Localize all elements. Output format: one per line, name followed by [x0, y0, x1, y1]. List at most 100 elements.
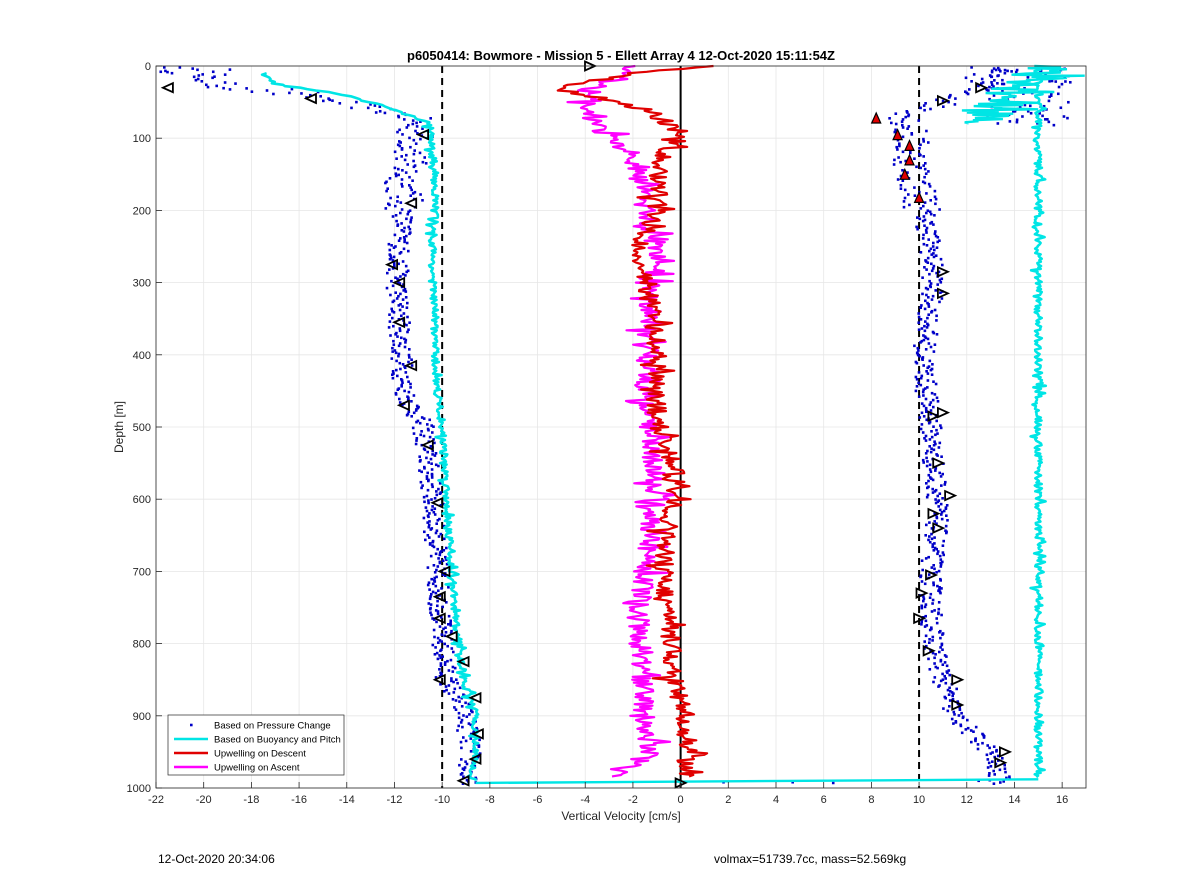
pressure-change-point	[1003, 71, 1007, 75]
pressure-change-point	[457, 695, 460, 699]
upwelling-marker	[913, 190, 925, 203]
pressure-change-point	[964, 90, 967, 93]
pressure-change-point	[969, 729, 973, 732]
pressure-change-point	[410, 358, 413, 361]
pressure-change-point	[170, 71, 174, 75]
pressure-change-point	[443, 524, 446, 528]
pressure-change-point	[414, 129, 417, 133]
pressure-change-point	[922, 595, 925, 598]
pressure-change-point	[930, 430, 933, 433]
pressure-change-point	[397, 115, 401, 119]
descent-triangle-marker	[468, 691, 482, 704]
pressure-change-point	[921, 358, 924, 361]
pressure-change-point	[390, 307, 393, 311]
pressure-change-point	[392, 339, 395, 343]
pressure-change-point	[458, 763, 461, 767]
pressure-change-point	[408, 227, 412, 231]
pressure-change-point	[947, 669, 951, 672]
pressure-change-point	[436, 612, 440, 616]
pressure-change-point	[395, 359, 398, 363]
upwelling-marker	[904, 138, 915, 151]
pressure-change-point	[906, 127, 909, 130]
pressure-change-point	[419, 433, 422, 437]
pressure-change-point	[925, 410, 928, 413]
pressure-change-point	[926, 449, 929, 453]
pressure-change-point	[452, 680, 455, 684]
pressure-change-point	[935, 516, 939, 520]
pressure-change-point	[402, 230, 406, 233]
pressure-change-point	[929, 401, 933, 404]
pressure-change-point	[952, 722, 955, 725]
pressure-change-point	[391, 267, 395, 270]
pressure-change-point	[404, 338, 408, 342]
pressure-change-point	[430, 577, 433, 581]
pressure-change-point	[933, 676, 937, 679]
pressure-change-point	[1047, 99, 1051, 103]
pressure-change-point	[928, 540, 932, 544]
pressure-change-point	[409, 194, 412, 197]
pressure-change-point	[939, 679, 943, 683]
pressure-change-point	[940, 277, 944, 281]
pressure-change-point	[391, 373, 394, 376]
pressure-change-point	[1021, 115, 1024, 118]
pressure-change-point	[954, 721, 958, 724]
pressure-change-point	[960, 711, 963, 715]
pressure-change-point	[469, 723, 473, 727]
pressure-change-point	[937, 589, 940, 592]
pressure-change-point	[906, 171, 909, 174]
pressure-change-point	[943, 674, 946, 678]
pressure-change-point	[1015, 118, 1019, 122]
pressure-change-point	[990, 75, 993, 79]
pressure-change-point	[927, 170, 930, 173]
pressure-change-point	[398, 140, 401, 143]
pressure-change-point	[928, 521, 931, 524]
pressure-change-point	[917, 381, 920, 385]
pressure-change-point	[396, 143, 400, 147]
pressure-change-point	[923, 307, 927, 311]
pressure-change-point	[449, 624, 453, 627]
pressure-change-point	[1057, 85, 1061, 89]
pressure-change-point	[964, 76, 968, 80]
descent-triangle-marker	[392, 316, 406, 329]
pressure-change-point	[940, 297, 944, 300]
pressure-change-point	[929, 592, 933, 596]
pressure-change-point	[410, 216, 413, 219]
pressure-change-point	[438, 668, 441, 671]
pressure-change-point	[935, 428, 938, 432]
pressure-change-point	[392, 324, 395, 328]
pressure-change-point	[987, 774, 991, 777]
pressure-change-point	[438, 492, 442, 495]
x-tick-label: -6	[533, 794, 543, 806]
x-tick-label: -12	[387, 794, 403, 806]
pressure-change-point	[938, 631, 941, 634]
pressure-change-point	[941, 263, 944, 267]
pressure-change-point	[397, 239, 401, 242]
pressure-change-point	[439, 662, 443, 665]
pressure-change-point	[435, 620, 438, 624]
pressure-change-point	[909, 151, 912, 155]
pressure-change-point	[430, 476, 434, 479]
pressure-change-point	[428, 607, 432, 611]
pressure-change-point	[941, 99, 945, 103]
pressure-change-point	[929, 368, 933, 372]
pressure-change-point	[1042, 104, 1046, 108]
pressure-change-point	[991, 751, 994, 754]
pressure-change-point	[1013, 110, 1017, 113]
pressure-change-point	[391, 309, 394, 313]
pressure-change-point	[412, 152, 416, 156]
ascent-triangle-marker	[915, 587, 929, 599]
pressure-change-point	[427, 515, 430, 519]
pressure-change-point	[366, 106, 370, 110]
pressure-change-point	[407, 380, 410, 383]
pressure-change-point	[980, 82, 983, 85]
pressure-change-point	[436, 547, 439, 551]
pressure-change-point	[922, 394, 925, 397]
pressure-change-point	[966, 726, 970, 730]
pressure-change-point	[1000, 82, 1004, 86]
pressure-change-point	[1048, 95, 1051, 99]
pressure-change-point	[355, 100, 358, 104]
pressure-change-point	[272, 92, 275, 96]
pressure-change-point	[403, 337, 406, 341]
pressure-change-point	[397, 167, 400, 171]
pressure-change-point	[986, 766, 990, 769]
